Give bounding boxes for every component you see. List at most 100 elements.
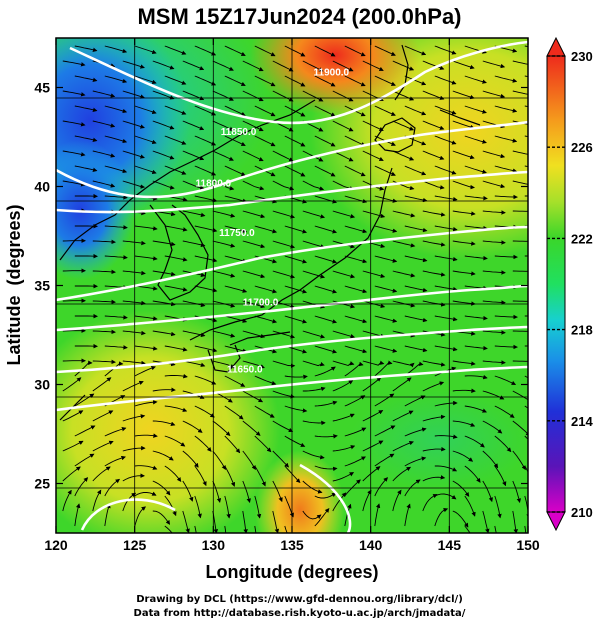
- streamline: [62, 466, 81, 482]
- colorbar-tick-label: 210: [571, 505, 593, 520]
- streamline: [224, 345, 248, 353]
- streamline: [314, 366, 336, 377]
- streamline: [452, 60, 475, 70]
- streamline: [434, 493, 457, 500]
- streamline: [284, 435, 306, 447]
- streamline: [104, 478, 121, 497]
- streamline: [164, 405, 188, 412]
- streamline: [92, 329, 116, 335]
- streamline: [164, 165, 187, 175]
- streamline: [284, 135, 306, 147]
- y-tick-label: 40: [34, 179, 50, 195]
- streamline: [314, 492, 337, 499]
- streamline: [422, 494, 438, 512]
- streamline: [452, 90, 475, 100]
- streamline: [224, 225, 248, 233]
- streamline: [272, 510, 280, 533]
- streamline: [392, 240, 416, 248]
- streamline: [524, 465, 528, 473]
- streamline: [404, 255, 428, 263]
- streamline: [302, 450, 325, 460]
- contour-label: 11700.0: [243, 297, 279, 308]
- streamline: [212, 90, 234, 101]
- colorbar-tick-label: 214: [571, 414, 593, 429]
- streamline: [74, 477, 89, 497]
- streamline: [374, 393, 395, 407]
- streamline: [224, 495, 231, 519]
- streamline: [302, 60, 324, 72]
- streamline: [62, 377, 82, 392]
- streamline: [224, 165, 246, 176]
- contour-label: 11750.0: [219, 228, 255, 239]
- streamline: [134, 165, 157, 175]
- streamline: [374, 255, 398, 263]
- streamline: [392, 150, 415, 161]
- colorbar-tick-label: 226: [571, 140, 593, 155]
- streamline: [392, 270, 416, 278]
- streamline: [452, 388, 476, 393]
- streamline: [122, 414, 146, 422]
- streamline: [422, 240, 446, 247]
- colorbar-ticks: 210 214 218 222 226 230: [547, 49, 593, 520]
- streamline: [92, 410, 114, 422]
- streamline: [452, 270, 476, 276]
- streamline: [182, 120, 205, 131]
- streamline: [374, 75, 396, 86]
- streamline: [494, 135, 518, 143]
- streamline: [392, 60, 415, 71]
- streamline: [92, 359, 116, 365]
- streamline: [92, 120, 116, 128]
- streamline: [272, 180, 295, 191]
- streamline: [134, 345, 158, 351]
- streamline: [152, 510, 171, 525]
- streamline: [314, 135, 336, 147]
- streamline: [134, 255, 158, 261]
- streamline: [404, 503, 411, 527]
- streamline: [104, 255, 128, 260]
- streamline: [284, 405, 308, 413]
- streamline: [164, 495, 177, 517]
- streamline: [452, 300, 476, 306]
- x-axis-ticks: 120 125 130 135 140 145 150: [44, 38, 540, 553]
- streamline: [104, 135, 128, 144]
- streamline: [314, 105, 336, 117]
- streamline: [284, 165, 306, 177]
- streamline: [464, 315, 488, 321]
- streamline: [464, 405, 487, 413]
- streamline: [224, 465, 236, 487]
- streamline: [374, 105, 396, 116]
- streamline: [302, 420, 326, 426]
- streamline: [152, 240, 176, 247]
- streamline: [422, 414, 446, 422]
- streamline: [134, 105, 157, 115]
- streamline: [452, 510, 469, 528]
- streamline: [92, 466, 111, 482]
- streamline: [422, 150, 445, 160]
- streamline: [314, 345, 338, 354]
- streamline: [122, 300, 146, 306]
- streamline: [494, 165, 518, 173]
- streamline: [512, 510, 518, 533]
- streamline: [194, 525, 197, 533]
- streamline: [134, 285, 158, 291]
- streamline: [392, 466, 412, 482]
- streamline: [314, 434, 338, 439]
- streamline: [284, 525, 288, 533]
- streamline: [494, 75, 518, 83]
- streamline: [404, 479, 421, 497]
- streamline: [284, 45, 306, 57]
- streamline: [134, 135, 157, 145]
- contour-label: 11800.0: [196, 179, 232, 190]
- streamline: [74, 45, 98, 52]
- streamline: [242, 90, 264, 102]
- streamline: [374, 425, 396, 437]
- streamline: [314, 508, 330, 527]
- streamline: [272, 420, 294, 433]
- streamline: [164, 135, 187, 145]
- streamline: [284, 75, 306, 87]
- streamline: [404, 45, 427, 56]
- streamline: [122, 473, 145, 482]
- streamline: [332, 210, 356, 219]
- streamline: [332, 90, 354, 102]
- streamline: [374, 477, 389, 497]
